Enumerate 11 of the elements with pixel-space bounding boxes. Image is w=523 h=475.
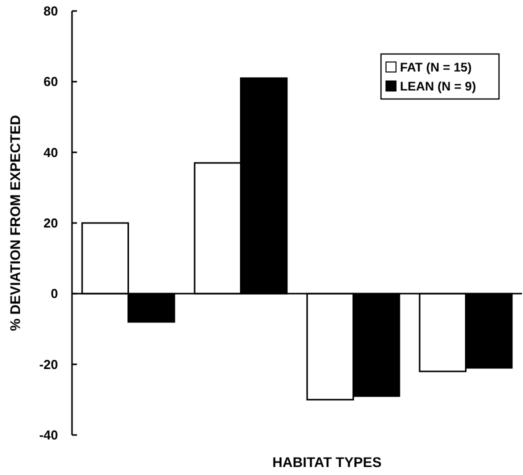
- legend-label: LEAN (N = 9): [400, 79, 476, 94]
- legend-label: FAT (N = 15): [400, 60, 472, 74]
- y-tick-label: 80: [44, 4, 58, 19]
- y-tick-label: -40: [39, 428, 58, 443]
- x-axis-title: HABITAT TYPES: [272, 454, 382, 470]
- y-tick-label: 40: [44, 144, 58, 160]
- y-tick-label: 60: [44, 74, 58, 90]
- y-tick-label: -20: [39, 356, 58, 372]
- y-tick-label: 0: [50, 286, 58, 302]
- y-tick-label: 20: [44, 216, 58, 231]
- y-axis-title: % DEVIATION FROM EXPECTED: [7, 115, 23, 331]
